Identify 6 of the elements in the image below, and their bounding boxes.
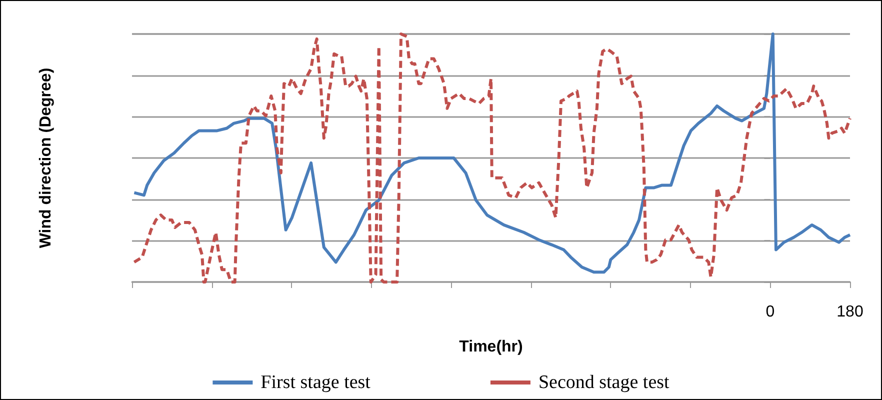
legend-label: First stage test — [260, 372, 372, 393]
y-axis-title: Wind direction (Degree) — [38, 68, 54, 248]
x-axis-title: Time(hr) — [459, 338, 523, 356]
legend-label: Second stage test — [538, 372, 670, 393]
x-tick-label: 0 — [766, 304, 775, 320]
x-tick-label: 180 — [836, 304, 864, 320]
